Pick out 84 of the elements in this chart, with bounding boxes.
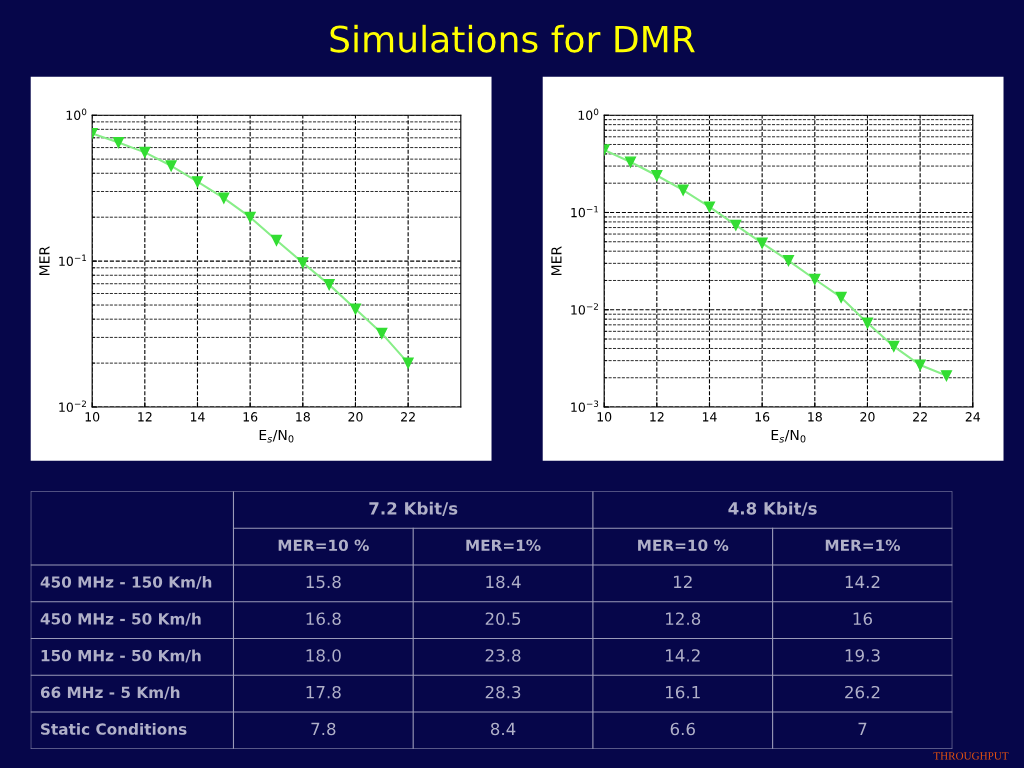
chart-title: Simulations for DMR bbox=[330, 24, 695, 53]
text: 12 bbox=[673, 575, 692, 588]
point bbox=[624, 156, 637, 168]
text: 15.8 bbox=[306, 575, 341, 589]
x-tick-label: 20 bbox=[348, 412, 363, 422]
x-tick-label: 16 bbox=[243, 412, 258, 422]
text: 16.8 bbox=[306, 612, 341, 625]
x-tick-label: 12 bbox=[650, 412, 664, 422]
x-tick-label: 10 bbox=[85, 412, 100, 422]
x-tick-label: 18 bbox=[296, 412, 310, 422]
y-axis-title: MER bbox=[39, 246, 50, 275]
x-axis-title: E$_{s}$/N$_{0}$ bbox=[771, 429, 806, 443]
point bbox=[218, 192, 230, 204]
x-tick-label: 18 bbox=[808, 412, 822, 422]
y-axis-title: MER bbox=[551, 246, 562, 275]
point bbox=[112, 136, 125, 149]
x-tick-label: 24 bbox=[965, 412, 981, 422]
text: THROUGHPUT bbox=[933, 752, 1009, 760]
y-tick-label: 10$^{−2}$ bbox=[59, 400, 86, 412]
x-tick-label: 14 bbox=[190, 412, 205, 422]
y-tick-label: 10$^{−2}$ bbox=[571, 303, 598, 315]
text: 7.2 Kbit/s bbox=[369, 501, 458, 517]
category-label: 66 MHz - 5 Km/h bbox=[40, 686, 180, 700]
text: 23.8 bbox=[485, 649, 521, 662]
y-tick-label: 10$^{−1}$ bbox=[571, 205, 599, 218]
x-tick-label: 14 bbox=[702, 412, 717, 422]
point bbox=[703, 201, 716, 213]
point bbox=[940, 370, 953, 382]
point bbox=[191, 176, 204, 188]
text: 26.2 bbox=[845, 685, 880, 699]
point bbox=[270, 234, 283, 246]
point bbox=[165, 160, 177, 172]
x-tick-label: 10 bbox=[597, 412, 612, 422]
x-tick-label: 22 bbox=[913, 412, 927, 422]
category-label: MER=1% bbox=[466, 539, 541, 552]
y-tick-label: 10$^{−1}$ bbox=[59, 254, 87, 266]
point bbox=[782, 255, 795, 267]
point bbox=[756, 237, 768, 249]
y-tick-label: 10$^{0}$ bbox=[66, 108, 87, 121]
text: 16.1 bbox=[666, 685, 700, 699]
x-axis-title: E$_{s}$/N$_{0}$ bbox=[259, 429, 294, 443]
point bbox=[323, 279, 335, 291]
text: 7 bbox=[858, 722, 867, 736]
text: 14.2 bbox=[666, 649, 700, 662]
text: 28.3 bbox=[485, 685, 521, 699]
text: 6.6 bbox=[670, 722, 695, 736]
text: 7.8 bbox=[311, 722, 336, 736]
category-label: Static Conditions bbox=[41, 723, 187, 735]
text: 18.0 bbox=[306, 649, 341, 662]
category-label: MER=1% bbox=[825, 539, 901, 552]
point bbox=[861, 317, 874, 329]
point bbox=[349, 303, 362, 315]
text: 18.4 bbox=[486, 575, 521, 589]
y-tick-label: 10$^{−3}$ bbox=[571, 400, 599, 412]
category-label: MER=10 % bbox=[278, 539, 369, 552]
point bbox=[402, 357, 414, 369]
point bbox=[914, 359, 926, 371]
text: 19.3 bbox=[845, 649, 880, 662]
point bbox=[888, 340, 900, 352]
point bbox=[297, 257, 309, 269]
point bbox=[835, 291, 847, 303]
text: 4.8 Kbit/s bbox=[728, 501, 817, 517]
x-tick-label: 22 bbox=[401, 412, 415, 422]
point bbox=[809, 273, 821, 285]
text: 12.8 bbox=[666, 612, 701, 625]
text: 17.8 bbox=[306, 685, 341, 699]
text: 14.2 bbox=[845, 575, 880, 588]
point bbox=[730, 219, 742, 231]
text: 20.5 bbox=[485, 612, 521, 625]
point bbox=[376, 327, 388, 339]
point bbox=[139, 146, 151, 158]
x-tick-label: 20 bbox=[860, 412, 875, 422]
category-label: MER=10 % bbox=[638, 539, 729, 552]
x-tick-label: 16 bbox=[755, 412, 770, 422]
text: 8.4 bbox=[490, 722, 516, 736]
category-label: 150 MHz - 50 Km/h bbox=[41, 649, 201, 663]
point bbox=[651, 169, 663, 182]
category-label: 450 MHz - 50 Km/h bbox=[40, 612, 201, 626]
point bbox=[677, 184, 689, 196]
category-label: 450 MHz - 150 Km/h bbox=[40, 576, 212, 590]
point bbox=[244, 211, 256, 223]
x-tick-label: 12 bbox=[138, 412, 152, 422]
y-tick-label: 10$^{0}$ bbox=[578, 108, 599, 121]
text: 16 bbox=[853, 612, 873, 625]
